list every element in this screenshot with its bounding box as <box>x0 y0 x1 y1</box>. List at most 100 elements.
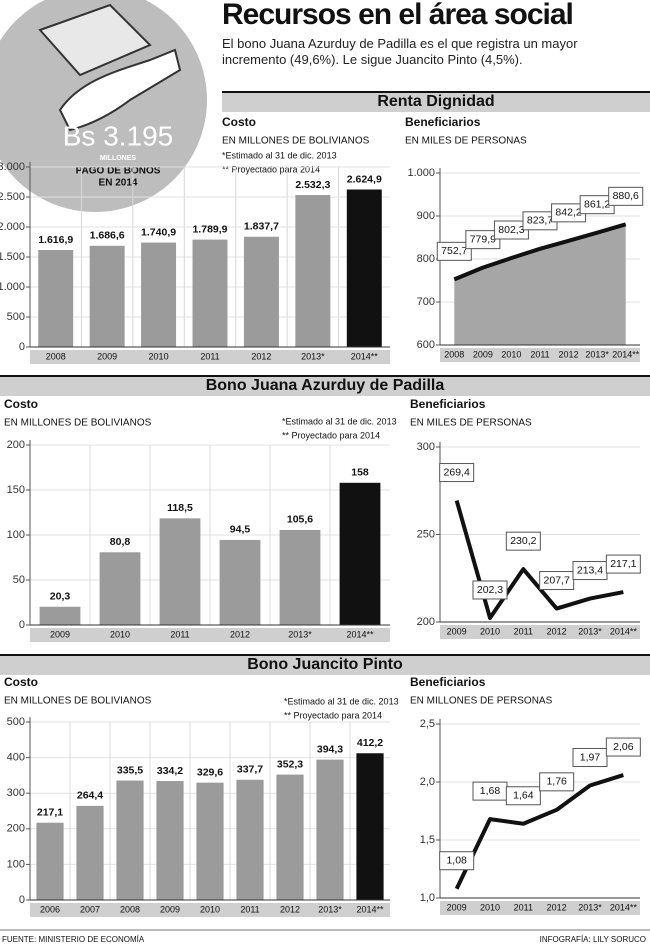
value-label: 335,5 <box>117 764 143 776</box>
bar <box>39 606 81 625</box>
y-tick-label: 2.500 <box>0 191 25 203</box>
x-tick-label: 2011 <box>240 904 259 914</box>
chart-note: *Estimado al 31 de dic. 2013 <box>284 696 399 706</box>
y-tick-label: 2,5 <box>420 718 435 730</box>
category-strip <box>30 350 390 364</box>
value-label: 823,7 <box>527 215 553 227</box>
x-tick-label: 2006 <box>40 904 60 914</box>
subtitle: El bono Juana Azurduy de Padilla es el q… <box>222 36 578 67</box>
y-tick-label: 300 <box>417 441 435 453</box>
x-tick-label: 2011 <box>200 351 219 361</box>
x-tick-label: 2008 <box>46 351 66 361</box>
value-label: 1.686,6 <box>90 230 125 242</box>
y-tick-label: 1,0 <box>420 892 435 904</box>
chart-subtitle: EN MILLONES DE BOLIVIANOS <box>4 696 152 707</box>
x-tick-label: 2010 <box>480 626 500 636</box>
x-tick-label: 2013* <box>578 902 602 912</box>
y-tick-label: 1.000 <box>0 281 25 293</box>
chart-note: ** Proyectado para 2014 <box>222 164 320 174</box>
value-label: 752,7 <box>441 245 467 257</box>
bar <box>279 529 321 625</box>
y-tick-label: 2.000 <box>0 221 25 233</box>
x-tick-label: 2014** <box>610 626 638 636</box>
value-label: 329,6 <box>197 766 223 778</box>
y-tick-label: 700 <box>417 296 435 308</box>
y-tick-label: 150 <box>7 484 25 496</box>
value-label-box <box>605 737 641 757</box>
bar <box>356 753 384 900</box>
value-label-box <box>505 786 541 806</box>
x-tick-label: 2009 <box>160 904 180 914</box>
y-tick-label: 100 <box>7 529 25 541</box>
value-label-box <box>605 554 641 574</box>
x-tick-label: 2011 <box>170 629 189 639</box>
chart-note: *Estimado al 31 de dic. 2013 <box>282 416 397 426</box>
x-tick-label: 2014** <box>612 349 640 359</box>
value-label-box <box>608 186 644 206</box>
line <box>454 500 624 620</box>
x-tick-label: 2009 <box>97 351 117 361</box>
y-tick-label: 1,5 <box>420 834 435 846</box>
value-label-box <box>539 571 575 591</box>
bar <box>339 482 381 625</box>
value-label: 2,06 <box>613 741 634 753</box>
bar <box>141 242 177 347</box>
y-tick-label: 900 <box>417 210 435 222</box>
badge-caption: PAGO DE BONOS <box>76 166 161 177</box>
x-tick-label: 2014** <box>610 902 638 912</box>
y-tick-label: 500 <box>7 716 25 728</box>
x-tick-label: 2013* <box>585 349 609 359</box>
value-label: 337,7 <box>237 764 263 776</box>
y-tick-label: 1.500 <box>0 251 25 263</box>
badge-amount: Bs 3.195 <box>63 120 174 151</box>
bar <box>295 195 331 347</box>
section-bar <box>0 655 650 675</box>
section-title: Bono Juana Azurduy de Padilla <box>206 377 445 394</box>
bar <box>316 759 344 900</box>
value-label: 880,6 <box>613 190 639 202</box>
line <box>453 222 627 282</box>
value-label: 1,68 <box>480 785 501 797</box>
value-label: 1.616,9 <box>38 234 73 246</box>
area <box>454 224 626 345</box>
y-tick-label: 600 <box>417 339 435 351</box>
chart-title: Beneficiarios <box>410 675 486 689</box>
x-tick-label: 2008 <box>444 349 464 359</box>
value-label-box <box>436 241 472 261</box>
value-label: 842,2 <box>555 207 581 219</box>
x-tick-label: 2013* <box>578 626 602 636</box>
badge-unit: MILLONES <box>100 155 136 162</box>
value-label: 1,97 <box>580 751 601 763</box>
value-label: 264,4 <box>77 790 103 802</box>
y-tick-label: 200 <box>7 823 25 835</box>
value-label-box <box>439 851 475 871</box>
category-strip <box>440 901 640 915</box>
value-label: 217,1 <box>37 806 63 818</box>
chart-subtitle: EN MILES DE PERSONAS <box>410 418 532 429</box>
bar <box>192 239 228 347</box>
value-label: 2.532,3 <box>295 179 330 191</box>
x-tick-label: 2012 <box>251 351 271 361</box>
bar <box>196 782 224 900</box>
value-label-box <box>439 463 475 483</box>
bar <box>346 189 382 347</box>
bar <box>99 552 141 625</box>
bar <box>219 539 261 625</box>
y-tick-label: 100 <box>7 858 25 870</box>
y-tick-label: 300 <box>7 787 25 799</box>
value-label: 217,1 <box>610 558 636 570</box>
x-tick-label: 2012 <box>280 904 300 914</box>
value-label-box <box>465 230 501 250</box>
x-tick-label: 2012 <box>559 349 579 359</box>
x-tick-label: 2013* <box>318 904 342 914</box>
x-tick-label: 2010 <box>149 351 169 361</box>
section-bar <box>222 92 650 112</box>
y-tick-label: 500 <box>7 311 25 323</box>
line <box>454 773 624 890</box>
value-label: 269,4 <box>444 466 470 478</box>
y-tick-label: 1.000 <box>407 167 435 179</box>
y-tick-label: 400 <box>7 752 25 764</box>
x-tick-label: 2010 <box>110 629 130 639</box>
value-label: 394,3 <box>317 743 343 755</box>
category-strip <box>30 628 390 642</box>
